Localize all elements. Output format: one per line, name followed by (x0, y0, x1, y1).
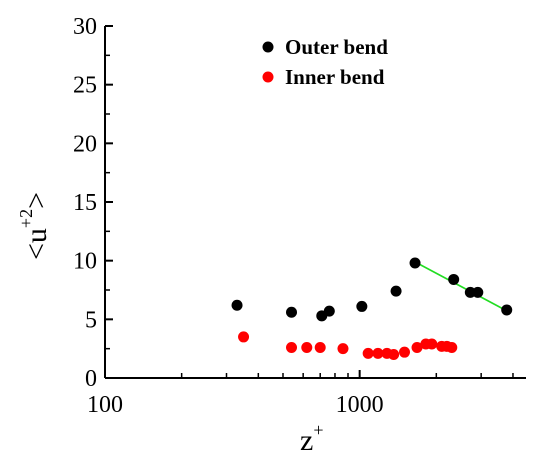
data-point (398, 346, 410, 358)
data-point (409, 257, 421, 269)
legend-label: Inner bend (285, 65, 385, 89)
x-axis-title-base: z (300, 424, 313, 457)
legend-label: Outer bend (285, 35, 388, 59)
data-point (314, 341, 326, 353)
data-point (390, 285, 402, 297)
data-points (231, 257, 513, 361)
data-point (411, 341, 423, 353)
y-tick-label: 10 (73, 249, 97, 275)
series-outer-bend (231, 257, 513, 322)
data-point (301, 341, 313, 353)
data-point (362, 347, 374, 359)
legend-marker (262, 71, 274, 83)
x-tick-label: 1000 (336, 392, 384, 418)
data-point (446, 341, 458, 353)
x-axis-title-sup: + (313, 420, 323, 440)
data-point (286, 341, 298, 353)
legend: Outer bend Inner bend (262, 35, 388, 89)
data-point (372, 347, 384, 359)
data-point (286, 306, 298, 318)
legend-marker (262, 41, 274, 53)
data-point (356, 300, 368, 312)
fit-line (416, 262, 508, 312)
y-axis-title-base: <u (20, 228, 53, 260)
y-tick-label: 5 (85, 307, 97, 333)
x-tick-label: 100 (87, 392, 123, 418)
data-point (337, 343, 349, 355)
y-axis-title-sup: +2 (16, 209, 36, 228)
series-inner-bend (238, 331, 458, 361)
y-tick-label: 25 (73, 73, 97, 99)
data-point (448, 273, 460, 285)
data-point (323, 305, 335, 317)
y-axis-title-tail: > (20, 192, 53, 209)
data-point (231, 299, 243, 311)
y-tick-label: 15 (73, 190, 97, 216)
fit-lines (416, 262, 508, 349)
y-tick-label: 0 (85, 366, 97, 392)
x-axis-title: z+ (300, 420, 323, 457)
y-tick-label: 30 (73, 14, 97, 40)
y-axis-title: <u+2> (16, 192, 53, 260)
data-point (426, 338, 438, 350)
axes: 0 5 10 15 20 25 30 100 1000 z+ <u+2> (16, 14, 526, 457)
data-point (501, 304, 513, 316)
data-point (472, 286, 484, 298)
data-point (238, 331, 250, 343)
data-point (388, 349, 400, 361)
y-tick-label: 20 (73, 131, 97, 157)
